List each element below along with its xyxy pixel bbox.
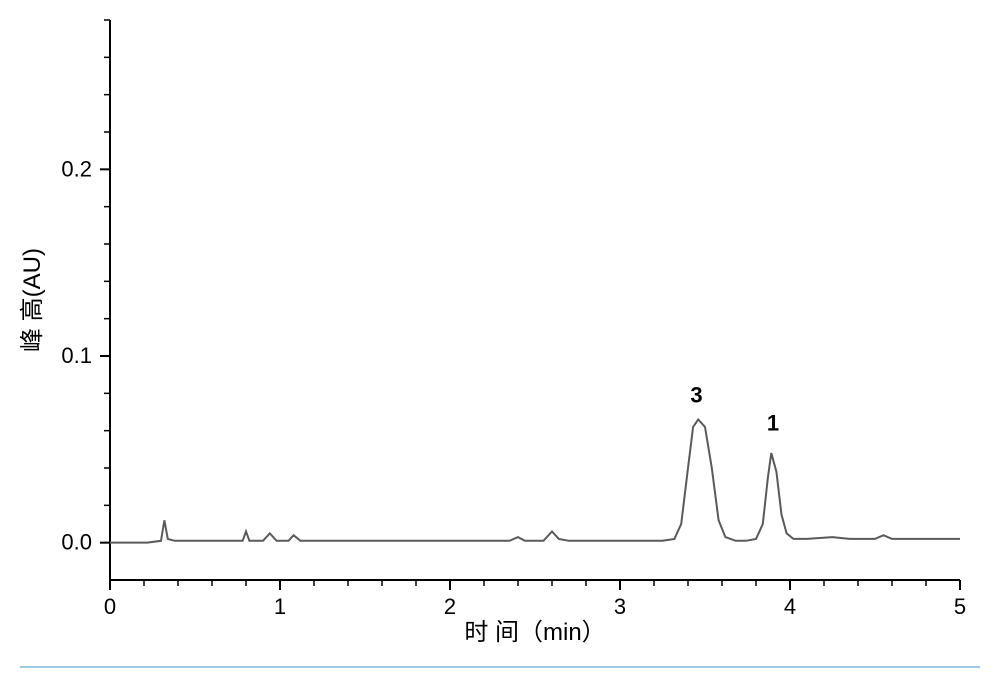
chromatogram-chart: 0 1 2 3 4 5 0.0 0.1 0.2 3 1 时 间（min） 峰 高(AU) [0, 0, 1000, 675]
x-axis-label: 时 间（min） [464, 619, 605, 646]
peak-label: 1 [767, 411, 779, 436]
x-tick-label: 1 [274, 594, 286, 619]
y-axis-label: 峰 高(AU) [19, 248, 46, 352]
x-tick-label: 5 [954, 594, 966, 619]
x-tick-label: 2 [444, 594, 456, 619]
y-tick-label: 0.2 [61, 156, 92, 181]
x-tick-label: 0 [104, 594, 116, 619]
y-tick-label: 0.0 [61, 530, 92, 555]
y-tick-label: 0.1 [61, 343, 92, 368]
x-tick-label: 3 [614, 594, 626, 619]
peak-label: 3 [690, 383, 702, 408]
chart-svg: 0 1 2 3 4 5 0.0 0.1 0.2 3 1 时 间（min） 峰 高(AU) [0, 0, 1000, 675]
plot-bg [0, 0, 1000, 675]
x-tick-label: 4 [784, 594, 796, 619]
